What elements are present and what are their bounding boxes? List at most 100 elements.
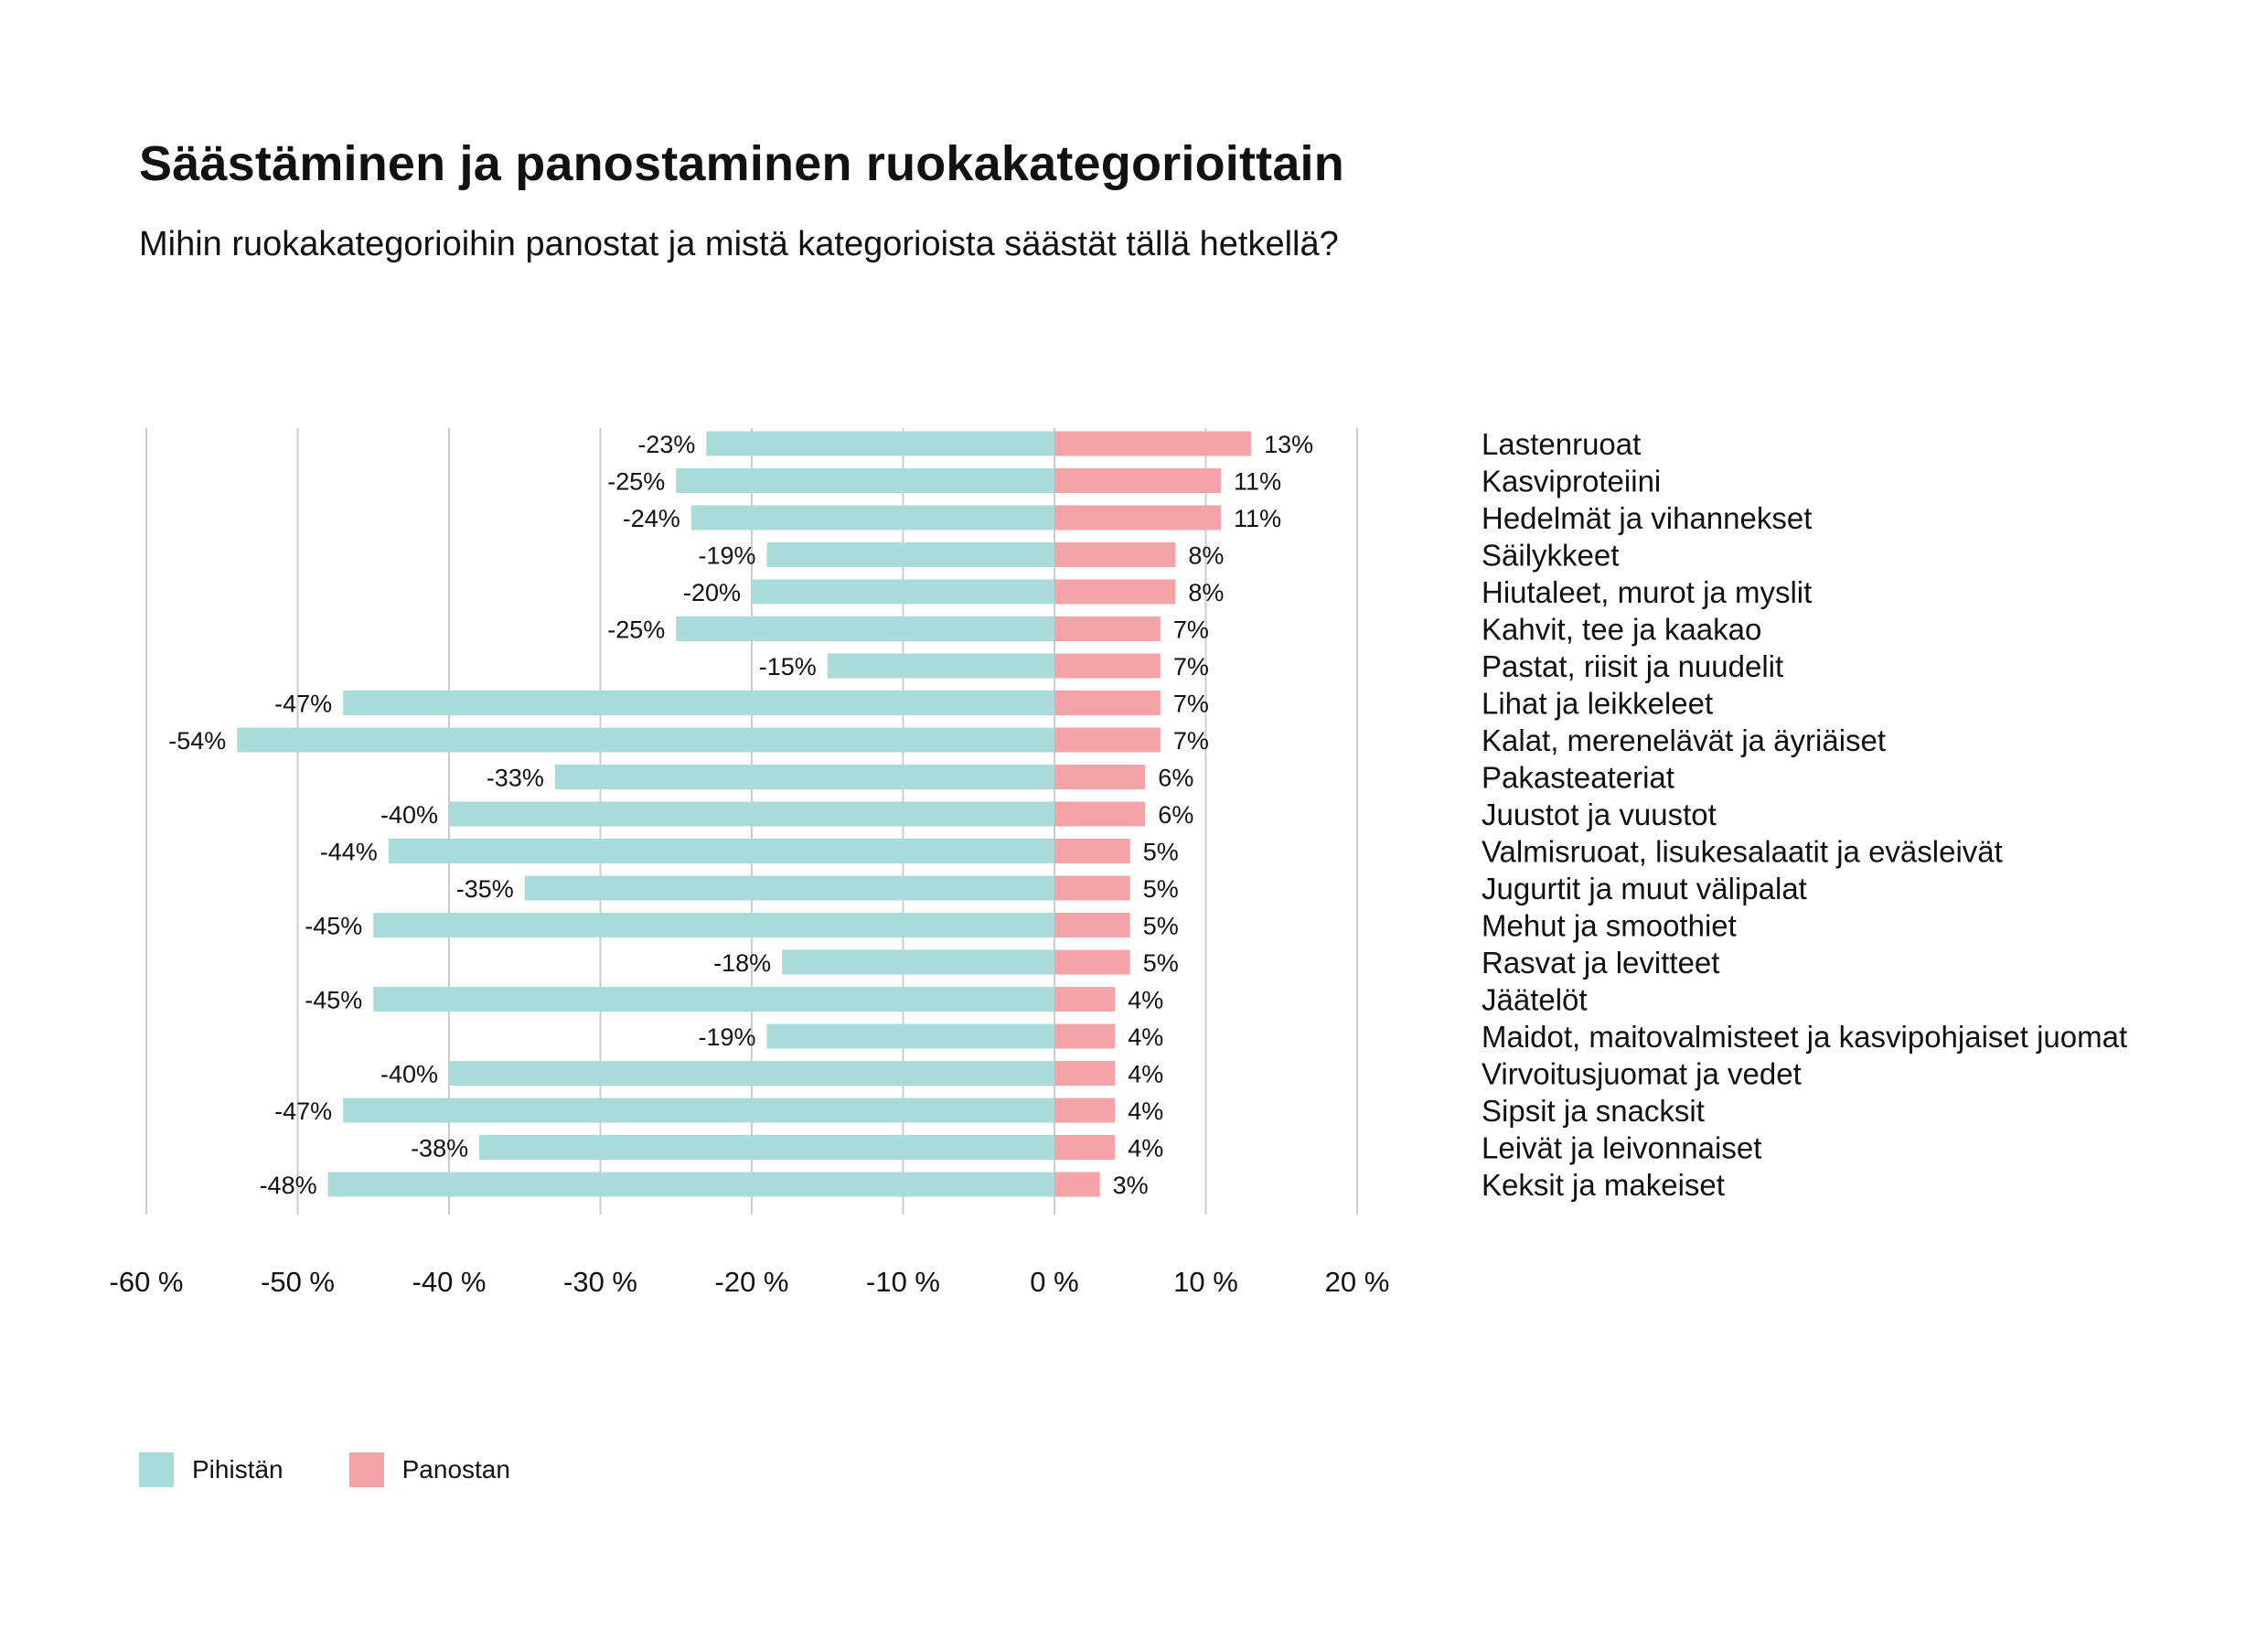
value-label-save: -24%: [623, 505, 680, 532]
category-label: Virvoitusjuomat ja vedet: [1482, 1057, 1802, 1091]
category-label: Lihat ja leikkeleet: [1482, 687, 1713, 721]
bar-invest: [1054, 1135, 1116, 1160]
value-label-invest: 7%: [1173, 691, 1209, 718]
bar-save: [449, 801, 1054, 827]
legend-swatch-save: [139, 1452, 174, 1487]
value-label-save: -40%: [380, 1061, 438, 1088]
value-label-invest: 4%: [1128, 1023, 1163, 1051]
value-label-save: -15%: [759, 653, 817, 680]
bar-invest: [1054, 801, 1146, 827]
value-label-invest: 11%: [1234, 468, 1281, 496]
bar-save: [373, 913, 1054, 937]
category-label: Pakasteateriat: [1482, 761, 1674, 795]
bar-invest: [1054, 727, 1161, 753]
value-label-invest: 4%: [1128, 1098, 1163, 1125]
category-label: Maidot, maitovalmisteet ja kasvipohjaise…: [1482, 1020, 2127, 1054]
legend-swatch-invest: [348, 1452, 384, 1487]
bar-invest: [1054, 1023, 1116, 1049]
category-label: Jugurtit ja muut välipalat: [1482, 872, 1807, 905]
bar-save: [343, 1098, 1054, 1123]
value-label-save: -44%: [320, 839, 378, 866]
value-label-save: -20%: [683, 579, 741, 606]
value-label-save: -35%: [456, 875, 514, 903]
bar-save: [237, 727, 1054, 753]
x-tick-label: -30 %: [563, 1266, 637, 1298]
bar-invest: [1054, 542, 1176, 567]
category-label: Kahvit, tee ja kaakao: [1482, 613, 1761, 647]
bar-invest: [1054, 1098, 1116, 1123]
value-label-invest: 4%: [1128, 1061, 1163, 1088]
category-label: Keksit ja makeiset: [1482, 1168, 1725, 1202]
bar-save: [766, 1023, 1054, 1049]
x-tick-label: -60 %: [110, 1266, 184, 1298]
value-label-save: -18%: [713, 949, 771, 977]
category-label: Hiutaleet, murot ja myslit: [1482, 575, 1812, 609]
x-tick-label: -20 %: [715, 1266, 789, 1298]
value-label-invest: 4%: [1128, 1135, 1163, 1162]
value-label-save: -25%: [607, 616, 665, 644]
category-label: Juustot ja vuustot: [1482, 798, 1717, 831]
bar-save: [327, 1172, 1055, 1197]
value-label-invest: 13%: [1264, 431, 1313, 458]
bar-save: [343, 691, 1054, 715]
legend-label-save: Pihistän: [192, 1455, 284, 1484]
bar-invest: [1054, 913, 1130, 937]
category-label: Pastat, riisit ja nuudelit: [1482, 649, 1783, 683]
bar-invest: [1054, 839, 1130, 863]
value-label-invest: 6%: [1158, 801, 1193, 829]
bar-invest: [1054, 505, 1222, 530]
value-label-save: -45%: [305, 913, 362, 940]
bar-invest: [1054, 765, 1146, 789]
value-label-save: -45%: [305, 987, 362, 1014]
legend-item-invest: Panostan: [348, 1452, 510, 1487]
value-label-save: -47%: [274, 1098, 332, 1125]
legend-item-save: Pihistän: [139, 1452, 284, 1487]
category-label: Kalat, merenelävät ja äyriäiset: [1482, 723, 1886, 757]
bar-save: [524, 875, 1054, 901]
value-label-invest: 5%: [1143, 913, 1179, 940]
value-label-save: -33%: [487, 765, 544, 792]
bar-save: [690, 505, 1054, 530]
value-label-save: -40%: [380, 801, 438, 829]
x-tick-label: -10 %: [866, 1266, 940, 1298]
bar-invest: [1054, 949, 1130, 975]
category-label: Hedelmät ja vihannekset: [1482, 501, 1812, 535]
bar-invest: [1054, 431, 1252, 456]
value-label-invest: 8%: [1188, 579, 1224, 606]
value-label-invest: 5%: [1143, 839, 1179, 866]
bar-save: [706, 431, 1054, 456]
value-label-save: -48%: [260, 1172, 317, 1199]
chart-subtitle: Mihin ruokakategorioihin panostat ja mis…: [139, 225, 1339, 263]
value-label-invest: 5%: [1143, 875, 1179, 903]
bar-save: [554, 765, 1054, 789]
legend: Pihistän Panostan: [139, 1452, 576, 1487]
bar-invest: [1054, 616, 1161, 641]
x-axis-tick-labels: -60 % -50 % -40 % -30 % -20 % -10 % 0 % 10 % 20 …: [110, 1266, 1390, 1298]
x-tick-label: -50 %: [261, 1266, 335, 1298]
value-label-save: -19%: [699, 1023, 756, 1051]
x-tick-label: -40 %: [412, 1266, 487, 1298]
bars: [237, 431, 1252, 1197]
bar-invest: [1054, 691, 1161, 715]
value-label-invest: 3%: [1113, 1172, 1149, 1199]
value-label-invest: 7%: [1173, 727, 1209, 755]
bar-save: [752, 579, 1054, 605]
category-label: Sipsit ja snacksit: [1482, 1094, 1705, 1128]
bar-invest: [1054, 653, 1161, 679]
value-label-invest: 4%: [1128, 987, 1163, 1014]
bar-save: [766, 542, 1054, 567]
value-label-save: -25%: [607, 468, 665, 496]
bar-save: [449, 1061, 1054, 1086]
legend-label-invest: Panostan: [401, 1455, 510, 1484]
x-tick-label: 10 %: [1173, 1266, 1238, 1298]
category-label: Rasvat ja levitteet: [1482, 946, 1719, 980]
bar-save: [782, 949, 1054, 975]
value-labels: -23% 13% -25% 11% -24% 11% -19% 8% -20% 8% -25% 7% -…: [168, 431, 1313, 1199]
bar-invest: [1054, 987, 1116, 1012]
bar-save: [676, 468, 1054, 493]
category-label: Jäätelöt: [1482, 983, 1588, 1017]
value-label-save: -23%: [637, 431, 695, 458]
bar-invest: [1054, 875, 1130, 901]
